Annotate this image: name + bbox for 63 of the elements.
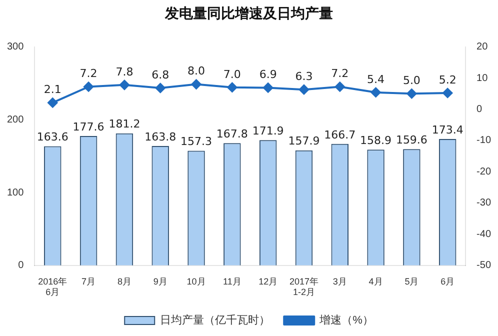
data-label: 7.2 xyxy=(331,67,349,80)
y-tick-label: 0 xyxy=(18,260,24,272)
x-tick-label: 11月 xyxy=(222,276,242,286)
data-label: 6.8 xyxy=(152,68,170,82)
data-label: 7.0 xyxy=(223,68,241,81)
data-label: 163.8 xyxy=(144,130,176,144)
data-label: 6.9 xyxy=(259,68,277,82)
data-label: 6.3 xyxy=(295,70,313,83)
data-label: 157.3 xyxy=(180,135,212,148)
x-tick-label: 2017年 1-2月 xyxy=(289,276,318,298)
data-label: 7.8 xyxy=(116,65,134,78)
y-tick-label: 300 xyxy=(6,42,24,53)
point xyxy=(334,82,345,92)
x-tick-label: 6月 xyxy=(440,276,455,286)
data-label: 8.0 xyxy=(188,64,206,78)
point xyxy=(370,87,381,98)
data-label: 5.0 xyxy=(402,74,420,87)
y2-tick-label: -20 xyxy=(476,166,492,178)
point xyxy=(298,84,309,95)
x-tick-label: 10月 xyxy=(186,276,206,286)
point xyxy=(119,80,130,90)
x-tick-label: 9月 xyxy=(153,276,168,286)
legend-label: 增速（%） xyxy=(318,314,374,327)
y2-tick-label: -50 xyxy=(476,260,492,272)
chart-title: 发电量同比增速及日均产量 xyxy=(164,5,333,22)
y-tick-label: 200 xyxy=(6,114,24,126)
point xyxy=(442,88,453,98)
data-label: 173.4 xyxy=(432,123,464,136)
data-label: 157.9 xyxy=(288,134,320,148)
point xyxy=(155,83,166,94)
x-tick-label: 3月 xyxy=(332,276,347,286)
point xyxy=(406,88,417,99)
point xyxy=(48,98,58,108)
data-label: 166.7 xyxy=(324,128,356,142)
point xyxy=(263,82,274,93)
data-label: 171.9 xyxy=(252,124,284,138)
data-label: 158.9 xyxy=(360,134,392,147)
legend-label: 日均产量（亿千瓦时） xyxy=(160,314,270,327)
x-tick-label: 12月 xyxy=(258,276,278,286)
y2-tick-label: 20 xyxy=(476,42,488,53)
data-label: 181.2 xyxy=(108,118,140,131)
data-label: 5.2 xyxy=(438,73,456,86)
point xyxy=(84,82,94,92)
y2-tick-label: 0 xyxy=(476,104,483,116)
y2-tick-label: -30 xyxy=(476,198,492,209)
data-label: 167.8 xyxy=(216,127,248,140)
y2-tick-label: 10 xyxy=(476,72,488,84)
data-label: 7.2 xyxy=(80,67,98,80)
x-tick-label: 2016年 6月 xyxy=(38,276,68,298)
data-label: 163.6 xyxy=(36,130,68,144)
y-tick-label: 100 xyxy=(6,187,24,198)
data-label: 5.4 xyxy=(367,72,385,86)
point xyxy=(227,82,238,92)
point xyxy=(191,79,202,90)
x-tick-label: 4月 xyxy=(368,276,383,286)
y2-tick-label: -10 xyxy=(476,135,492,146)
x-tick-label: 8月 xyxy=(117,276,132,286)
x-tick-label: 5月 xyxy=(404,276,419,286)
y2-tick-label: -40 xyxy=(476,228,492,240)
data-label: 2.1 xyxy=(44,83,62,96)
x-tick-label: 7月 xyxy=(82,276,96,286)
data-label: 159.6 xyxy=(396,133,428,146)
data-label: 177.6 xyxy=(72,120,104,134)
